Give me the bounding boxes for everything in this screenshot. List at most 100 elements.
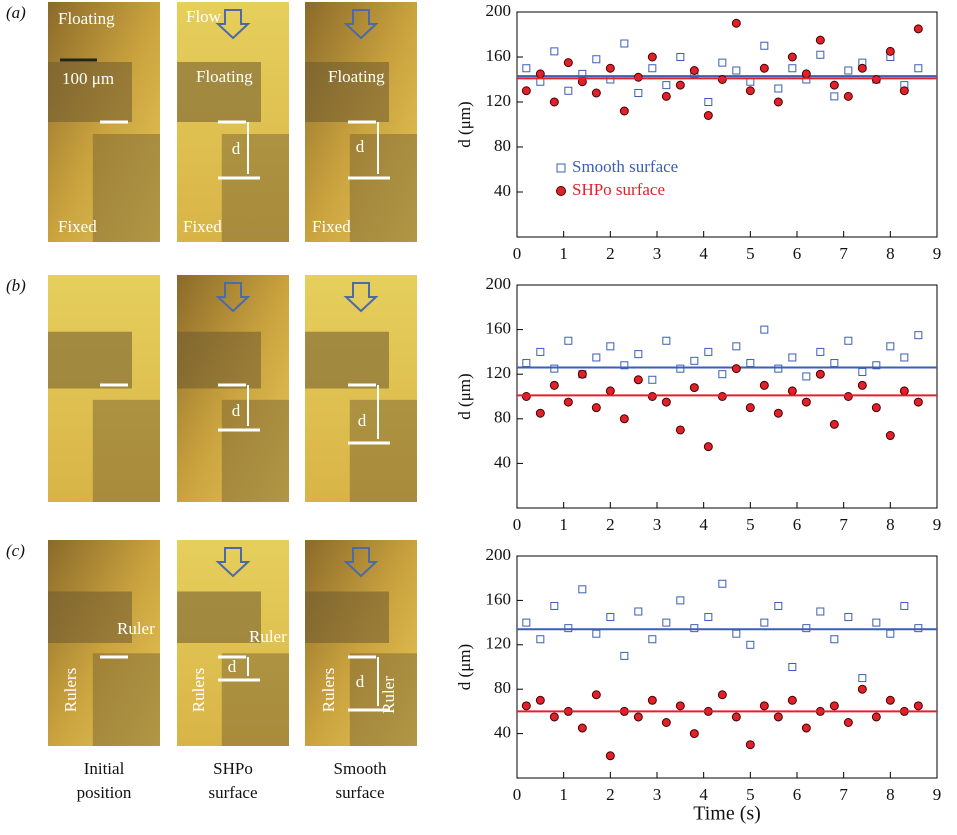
point	[885, 46, 895, 56]
point	[774, 364, 783, 373]
point	[773, 97, 783, 107]
point	[605, 386, 615, 396]
image-label: Flow	[186, 7, 222, 26]
point	[871, 75, 881, 84]
image-label: d	[356, 137, 365, 156]
x-tick-label: 6	[793, 515, 802, 534]
point	[676, 53, 685, 61]
floating-plate	[177, 62, 261, 122]
flow-arrow	[343, 9, 379, 40]
point	[606, 613, 615, 622]
y-axis-label: d (μm)	[455, 373, 474, 419]
image-label: Fixed	[312, 217, 351, 236]
y-tick-label: 120	[486, 634, 512, 653]
x-tick-label: 7	[839, 785, 848, 804]
point	[886, 629, 895, 638]
point	[844, 613, 853, 622]
x-tick-label: 6	[793, 244, 802, 263]
point	[690, 356, 699, 365]
point	[550, 364, 559, 373]
point	[647, 695, 657, 705]
point	[914, 624, 923, 633]
point	[648, 635, 657, 644]
point	[549, 712, 559, 722]
point	[802, 624, 811, 633]
point	[661, 718, 671, 727]
point	[746, 359, 755, 368]
plot-frame	[516, 555, 938, 779]
point	[732, 66, 741, 75]
image-label: Fixed	[183, 217, 222, 236]
y-tick-label: 120	[486, 91, 512, 110]
caption: SHPo	[213, 759, 253, 778]
floating-plate	[305, 62, 389, 122]
point	[731, 712, 741, 722]
point	[816, 347, 825, 356]
point	[717, 690, 727, 700]
point	[704, 347, 713, 356]
point	[787, 695, 797, 705]
point	[788, 64, 797, 73]
point	[844, 66, 853, 75]
point	[871, 403, 881, 413]
point	[591, 690, 601, 700]
x-tick-label: 4	[699, 515, 708, 534]
image-label: Ruler	[249, 627, 287, 646]
point	[773, 408, 783, 418]
y-tick-label: 40	[494, 181, 511, 200]
point	[745, 740, 755, 750]
point	[633, 712, 643, 722]
point	[885, 431, 895, 441]
point	[773, 712, 783, 722]
point	[801, 69, 811, 79]
caption: Smooth	[334, 759, 387, 778]
point	[872, 618, 881, 627]
point	[830, 635, 839, 644]
point	[591, 88, 601, 98]
point	[885, 695, 895, 705]
point	[801, 397, 811, 407]
fixed-plate	[221, 653, 289, 746]
y-axis-label: d (μm)	[455, 101, 474, 147]
image-label: Rulers	[61, 668, 80, 712]
point	[662, 81, 671, 90]
point	[858, 674, 867, 683]
point	[830, 359, 839, 368]
point	[900, 353, 909, 362]
point	[774, 601, 783, 610]
image-label: d	[232, 139, 241, 158]
point	[816, 50, 825, 59]
image-label: Floating	[328, 67, 385, 86]
point	[661, 91, 671, 101]
point	[703, 442, 713, 452]
image-label: Ruler	[379, 676, 398, 714]
flow-arrow	[343, 547, 379, 578]
flow-arrow	[343, 282, 379, 313]
x-tick-label: 2	[606, 244, 615, 263]
point	[759, 63, 769, 73]
point	[676, 596, 685, 605]
point	[535, 408, 545, 418]
y-tick-label: 200	[486, 1, 512, 20]
point	[605, 63, 615, 73]
fixed-plate	[349, 399, 417, 502]
y-tick-label: 160	[486, 319, 512, 338]
point	[620, 651, 629, 660]
floating-plate	[48, 591, 132, 643]
legend-marker	[556, 186, 566, 196]
fixed-plate	[349, 134, 417, 242]
x-tick-label: 9	[933, 785, 942, 804]
point	[550, 601, 559, 610]
x-tick-label: 5	[746, 515, 755, 534]
point	[662, 618, 671, 627]
point	[564, 336, 573, 345]
fixed-plate	[221, 399, 289, 502]
point	[731, 18, 741, 28]
x-tick-label: 0	[513, 244, 522, 263]
point	[578, 585, 587, 594]
point	[619, 414, 629, 424]
point	[647, 392, 657, 401]
point	[843, 392, 853, 401]
point	[592, 629, 601, 638]
point	[829, 80, 839, 90]
